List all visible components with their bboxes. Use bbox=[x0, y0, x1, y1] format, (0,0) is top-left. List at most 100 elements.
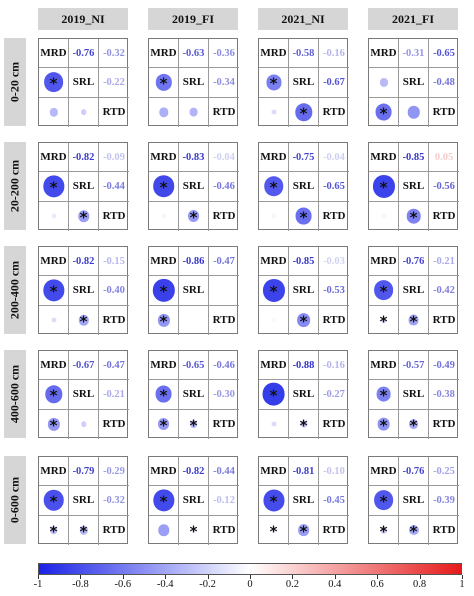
variable-label-rtd: RTD bbox=[212, 106, 236, 119]
variable-label-mrd: MRD bbox=[370, 359, 397, 372]
correlation-coefficient: -0.10 bbox=[323, 465, 345, 477]
significance-asterisk: * bbox=[159, 74, 168, 93]
matrix-cell: MRD bbox=[259, 39, 289, 69]
correlation-circle bbox=[262, 279, 285, 302]
matrix-cell: -0.22 bbox=[99, 68, 129, 98]
variable-label-rtd: RTD bbox=[432, 106, 456, 119]
matrix-cell: * bbox=[39, 68, 69, 98]
matrix-cell: -0.76 bbox=[69, 39, 99, 69]
matrix-cell: * bbox=[149, 486, 179, 516]
matrix-cell: -0.82 bbox=[69, 143, 99, 173]
matrix-cell: * bbox=[39, 276, 69, 306]
matrix-cell: * bbox=[369, 305, 399, 335]
matrix-cell bbox=[369, 201, 399, 231]
variable-label-mrd: MRD bbox=[150, 359, 177, 372]
correlation-circle bbox=[375, 103, 392, 121]
correlation-coefficient: -0.88 bbox=[292, 359, 315, 371]
variable-label-rtd: RTD bbox=[212, 524, 236, 537]
colorbar-tick-label: -0.4 bbox=[156, 579, 174, 590]
correlation-coefficient: -0.46 bbox=[213, 359, 235, 371]
matrix-cell: -0.16 bbox=[319, 39, 349, 69]
matrix-cell: MRD bbox=[149, 39, 179, 69]
significance-asterisk: * bbox=[49, 178, 58, 197]
colorbar-tick-mark bbox=[80, 575, 81, 579]
correlation-circle bbox=[271, 213, 276, 219]
row-header-label: 400-600 cm bbox=[7, 364, 22, 424]
matrix-cell: * bbox=[289, 305, 319, 335]
matrix-cell: SRL bbox=[69, 68, 99, 98]
significance-asterisk: * bbox=[189, 522, 198, 541]
matrix-cell bbox=[179, 305, 209, 335]
matrix-cell: -0.36 bbox=[209, 39, 239, 69]
matrix-cell: -0.82 bbox=[69, 247, 99, 277]
correlation-coefficient: -0.79 bbox=[72, 465, 95, 477]
matrix-cell: MRD bbox=[149, 247, 179, 277]
correlation-coefficient: -0.48 bbox=[433, 76, 455, 88]
matrix-cell: SRL bbox=[399, 172, 429, 202]
correlation-circle bbox=[161, 213, 166, 219]
matrix-cell: RTD bbox=[429, 306, 459, 335]
correlation-circle bbox=[42, 279, 65, 302]
correlation-coefficient: -0.12 bbox=[213, 494, 235, 506]
column-header-2019-ni: 2019_NI bbox=[38, 8, 128, 30]
significance-asterisk: * bbox=[379, 386, 388, 405]
variable-label-srl: SRL bbox=[292, 284, 315, 297]
row-header-depth: 200-400 cm bbox=[4, 246, 26, 334]
correlation-circle bbox=[49, 108, 58, 117]
significance-asterisk: * bbox=[379, 312, 388, 331]
variable-label-srl: SRL bbox=[292, 180, 315, 193]
significance-asterisk: * bbox=[409, 312, 418, 331]
row-header-depth: 400-600 cm bbox=[4, 350, 26, 438]
matrix-cell: RTD bbox=[99, 306, 129, 335]
correlation-panel: MRD SRL RTD -0.88 -0.16 -0.27 * * bbox=[258, 350, 349, 439]
correlation-circle bbox=[49, 526, 58, 535]
matrix-cell: -0.57 bbox=[399, 351, 429, 381]
variable-label-srl: SRL bbox=[402, 180, 425, 193]
matrix-cell: MRD bbox=[149, 351, 179, 381]
matrix-cell: * bbox=[259, 515, 289, 545]
correlation-circle bbox=[262, 489, 285, 512]
matrix-cell: -0.30 bbox=[209, 380, 239, 410]
matrix-cell: SRL bbox=[289, 68, 319, 98]
correlation-coefficient: -0.04 bbox=[323, 151, 345, 163]
matrix-cell: MRD bbox=[369, 39, 399, 69]
correlation-circle bbox=[265, 74, 282, 91]
correlation-circle bbox=[155, 386, 172, 403]
matrix-cell: * bbox=[289, 515, 319, 545]
variable-label-rtd: RTD bbox=[432, 210, 456, 223]
correlation-panel: MRD SRL RTD -0.63 -0.36 -0.34 * bbox=[148, 38, 239, 127]
colorbar-tick-label: 0 bbox=[247, 579, 253, 590]
column-header-2019-fi: 2019_FI bbox=[148, 8, 238, 30]
correlation-coefficient: -0.67 bbox=[72, 359, 95, 371]
matrix-cell: * bbox=[39, 486, 69, 516]
correlation-circle bbox=[408, 419, 419, 430]
matrix-cell bbox=[149, 515, 179, 545]
variable-label-rtd: RTD bbox=[212, 418, 236, 431]
matrix-cell: RTD bbox=[99, 202, 129, 231]
correlation-coefficient: -0.49 bbox=[433, 359, 455, 371]
correlation-circle bbox=[189, 420, 198, 429]
significance-asterisk: * bbox=[159, 178, 168, 197]
row-header-depth: 0-20 cm bbox=[4, 38, 26, 126]
correlation-coefficient: -0.82 bbox=[72, 255, 95, 267]
matrix-cell: RTD bbox=[209, 98, 239, 127]
matrix-cell: SRL bbox=[289, 380, 319, 410]
correlation-panel: MRD SRL RTD -0.76 -0.32 -0.22 * bbox=[38, 38, 129, 127]
matrix-cell: -0.56 bbox=[429, 172, 459, 202]
significance-asterisk: * bbox=[269, 74, 278, 93]
colorbar-tick-label: -0.8 bbox=[72, 579, 89, 590]
correlation-coefficient: -0.21 bbox=[103, 388, 125, 400]
matrix-cell: -0.44 bbox=[99, 172, 129, 202]
variable-label-mrd: MRD bbox=[40, 151, 67, 164]
correlation-circle bbox=[408, 525, 419, 536]
variable-label-mrd: MRD bbox=[150, 465, 177, 478]
matrix-cell: -0.16 bbox=[319, 351, 349, 381]
correlation-coefficient: -0.76 bbox=[402, 255, 425, 267]
variable-label-rtd: RTD bbox=[322, 106, 346, 119]
matrix-cell: RTD bbox=[99, 410, 129, 439]
matrix-cell: * bbox=[149, 409, 179, 439]
variable-label-mrd: MRD bbox=[40, 47, 67, 60]
significance-asterisk: * bbox=[299, 208, 308, 227]
correlation-coefficient: -0.39 bbox=[433, 494, 455, 506]
matrix-cell: -0.86 bbox=[179, 247, 209, 277]
